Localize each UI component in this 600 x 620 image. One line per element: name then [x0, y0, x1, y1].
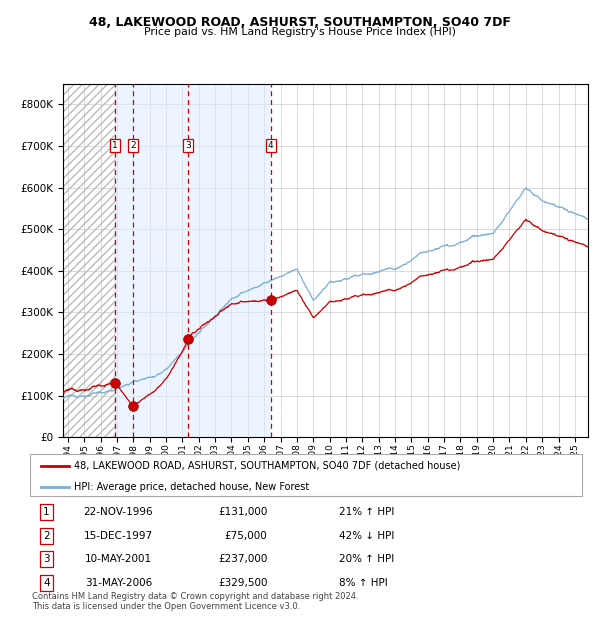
Bar	[115, 84, 271, 437]
Text: 4: 4	[43, 578, 50, 588]
Text: 1: 1	[43, 507, 50, 517]
Text: 31-MAY-2006: 31-MAY-2006	[85, 578, 152, 588]
Text: Contains HM Land Registry data © Crown copyright and database right 2024.: Contains HM Land Registry data © Crown c…	[32, 592, 358, 601]
Text: 48, LAKEWOOD ROAD, ASHURST, SOUTHAMPTON, SO40 7DF (detached house): 48, LAKEWOOD ROAD, ASHURST, SOUTHAMPTON,…	[74, 461, 461, 471]
Text: This data is licensed under the Open Government Licence v3.0.: This data is licensed under the Open Gov…	[32, 602, 300, 611]
Text: 22-NOV-1996: 22-NOV-1996	[83, 507, 153, 517]
Text: 1: 1	[112, 141, 118, 150]
Text: 4: 4	[268, 141, 274, 150]
Text: 21% ↑ HPI: 21% ↑ HPI	[339, 507, 394, 517]
Text: £131,000: £131,000	[218, 507, 268, 517]
Bar	[63, 84, 115, 437]
Text: Price paid vs. HM Land Registry's House Price Index (HPI): Price paid vs. HM Land Registry's House …	[144, 27, 456, 37]
Text: £329,500: £329,500	[218, 578, 268, 588]
Text: 3: 3	[185, 141, 191, 150]
Text: £237,000: £237,000	[218, 554, 268, 564]
Text: 3: 3	[43, 554, 50, 564]
Text: 2: 2	[43, 531, 50, 541]
Text: HPI: Average price, detached house, New Forest: HPI: Average price, detached house, New …	[74, 482, 310, 492]
Text: 15-DEC-1997: 15-DEC-1997	[84, 531, 153, 541]
Text: 42% ↓ HPI: 42% ↓ HPI	[339, 531, 394, 541]
Bar	[63, 84, 115, 437]
Text: £75,000: £75,000	[224, 531, 268, 541]
Text: 48, LAKEWOOD ROAD, ASHURST, SOUTHAMPTON, SO40 7DF: 48, LAKEWOOD ROAD, ASHURST, SOUTHAMPTON,…	[89, 16, 511, 29]
Text: 10-MAY-2001: 10-MAY-2001	[85, 554, 152, 564]
Text: 20% ↑ HPI: 20% ↑ HPI	[339, 554, 394, 564]
Text: 8% ↑ HPI: 8% ↑ HPI	[339, 578, 388, 588]
Text: 2: 2	[130, 141, 136, 150]
